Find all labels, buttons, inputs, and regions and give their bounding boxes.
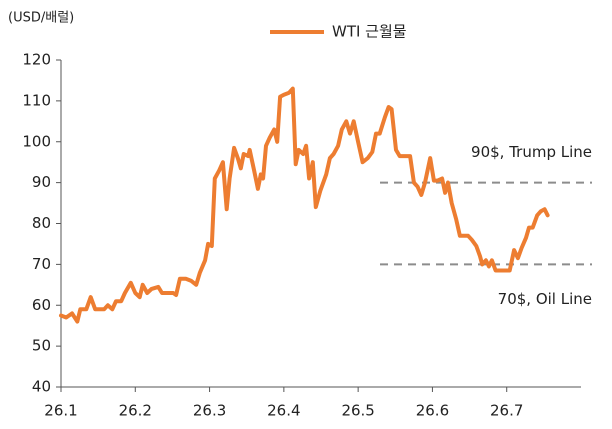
reference-label: 70$, Oil Line (498, 290, 592, 308)
y-tick-label: 100 (22, 132, 51, 150)
y-unit-label: (USD/배럴) (8, 11, 74, 26)
x-tick-label: 26.2 (119, 402, 152, 420)
x-tick-label: 26.3 (193, 402, 226, 420)
x-tick-label: 26.4 (267, 402, 300, 420)
legend-label: WTI 근월물 (332, 23, 407, 41)
y-tick-label: 80 (32, 214, 51, 232)
y-tick-label: 120 (22, 51, 51, 69)
y-tick-label: 50 (32, 337, 51, 355)
y-tick-label: 70 (32, 255, 51, 273)
x-tick-label: 26.7 (490, 402, 523, 420)
data-line (59, 86, 550, 324)
x-tick-label: 26.1 (44, 402, 77, 420)
x-tick-label: 26.6 (416, 402, 449, 420)
y-tick-label: 90 (32, 173, 51, 191)
reference-label: 90$, Trump Line (471, 143, 592, 161)
y-tick-label: 60 (32, 296, 51, 314)
y-tick-label: 110 (22, 91, 51, 109)
y-tick-label: 40 (32, 378, 51, 396)
x-tick-label: 26.5 (341, 402, 374, 420)
